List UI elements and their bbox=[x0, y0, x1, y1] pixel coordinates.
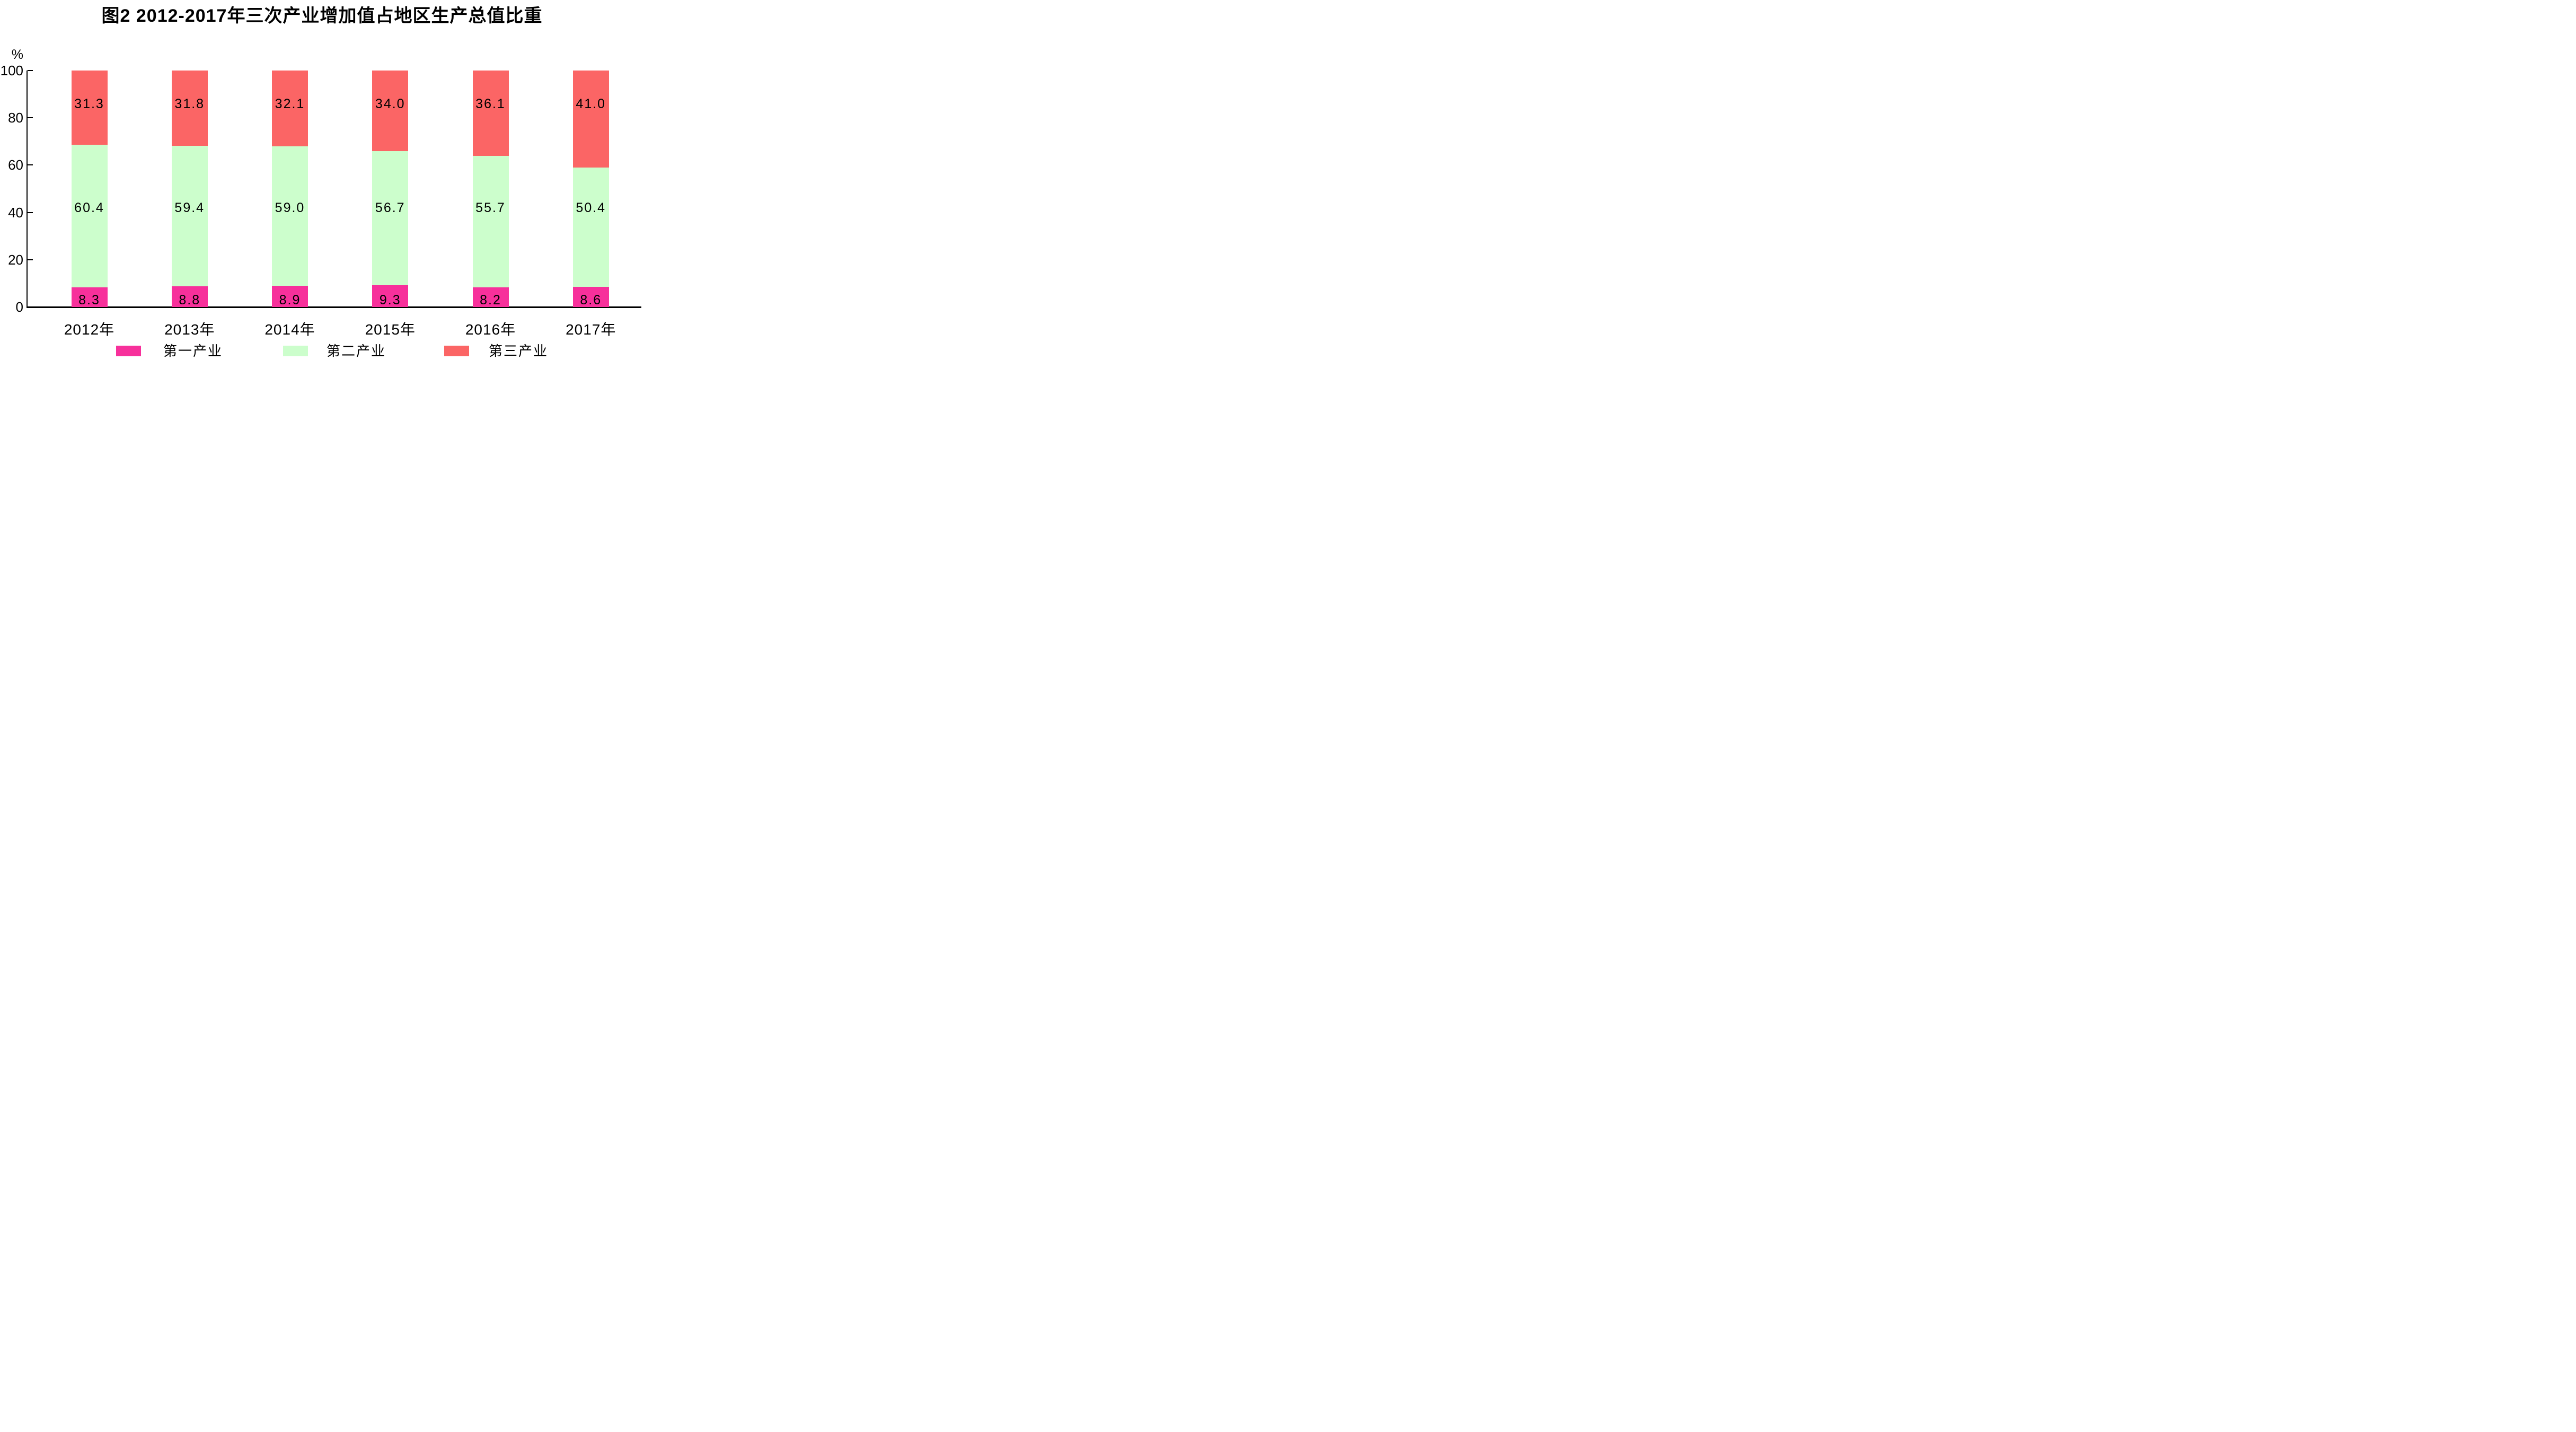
bar-value-label: 8.8 bbox=[179, 293, 201, 308]
bar-value-label: 31.3 bbox=[74, 96, 104, 111]
y-axis-tick-label: 0 bbox=[15, 299, 23, 315]
legend-label: 第三产业 bbox=[489, 343, 549, 358]
bar-value-label: 8.3 bbox=[78, 293, 100, 308]
y-axis-tick-label: 60 bbox=[8, 157, 23, 173]
bar-segment bbox=[171, 145, 208, 286]
bar-segment bbox=[71, 287, 108, 307]
y-axis-tick bbox=[28, 164, 33, 166]
bar-value-label: 8.9 bbox=[279, 293, 301, 308]
bar-segment bbox=[171, 71, 208, 146]
bar-segment bbox=[472, 156, 509, 288]
x-axis-line bbox=[27, 306, 641, 308]
legend-swatch bbox=[116, 346, 141, 356]
bar-segment bbox=[272, 286, 308, 307]
y-axis-unit-label: % bbox=[11, 47, 23, 62]
bar-value-label: 36.1 bbox=[475, 96, 506, 111]
y-axis-tick bbox=[28, 259, 33, 260]
bar-value-label: 59.4 bbox=[174, 200, 205, 215]
x-axis-label: 2016年 bbox=[465, 321, 516, 338]
x-axis-label: 2017年 bbox=[566, 321, 616, 338]
y-axis-tick-label: 100 bbox=[0, 63, 23, 78]
bar-value-label: 41.0 bbox=[576, 96, 606, 111]
bar-value-label: 8.6 bbox=[580, 293, 602, 308]
bar-value-label: 50.4 bbox=[576, 200, 606, 215]
bar-segment bbox=[372, 285, 409, 307]
y-axis-tick bbox=[28, 117, 33, 119]
stacked-bar-chart: 图2 2012-2017年三次产业增加值占地区生产总值比重 % 0 20 40 60 8… bbox=[0, 0, 644, 358]
bar-segment bbox=[572, 286, 609, 307]
bar-segment bbox=[572, 167, 609, 287]
y-axis-tick-label: 40 bbox=[8, 204, 23, 221]
bar-segment bbox=[71, 71, 108, 145]
y-axis-tick bbox=[28, 212, 33, 213]
bar-segment bbox=[572, 71, 609, 168]
bar-segment bbox=[71, 144, 108, 287]
bar-value-label: 34.0 bbox=[375, 96, 405, 111]
x-axis-label: 2015年 bbox=[365, 321, 416, 338]
bar-value-label: 56.7 bbox=[375, 200, 405, 215]
bar-segment bbox=[272, 146, 308, 286]
x-axis-label: 2012年 bbox=[64, 321, 115, 338]
x-axis-label: 2014年 bbox=[264, 321, 315, 338]
bar-value-label: 59.0 bbox=[275, 200, 305, 215]
bar-segment bbox=[472, 287, 509, 307]
y-axis-line bbox=[27, 71, 28, 308]
bar-value-label: 31.8 bbox=[174, 96, 205, 111]
bar-value-label: 8.2 bbox=[480, 293, 501, 308]
bar-value-label: 60.4 bbox=[74, 200, 104, 215]
bar-value-label: 55.7 bbox=[475, 200, 506, 215]
bar-value-label: 9.3 bbox=[379, 293, 401, 308]
y-axis-tick-label: 20 bbox=[8, 251, 23, 268]
legend-swatch bbox=[444, 346, 469, 356]
y-axis-tick bbox=[28, 70, 33, 71]
bar-segment bbox=[472, 71, 509, 156]
x-axis-label: 2013年 bbox=[164, 321, 215, 338]
legend-label: 第一产业 bbox=[163, 343, 223, 358]
bar-segment bbox=[272, 71, 308, 147]
legend-label: 第二产业 bbox=[327, 343, 386, 358]
y-axis-tick-label: 80 bbox=[8, 110, 23, 126]
legend-swatch bbox=[283, 346, 308, 356]
bar-segment bbox=[372, 71, 409, 151]
bar-segment bbox=[372, 151, 409, 285]
bar-value-label: 32.1 bbox=[275, 96, 305, 111]
chart-title: 图2 2012-2017年三次产业增加值占地区生产总值比重 bbox=[101, 6, 543, 26]
bar-segment bbox=[171, 286, 208, 307]
